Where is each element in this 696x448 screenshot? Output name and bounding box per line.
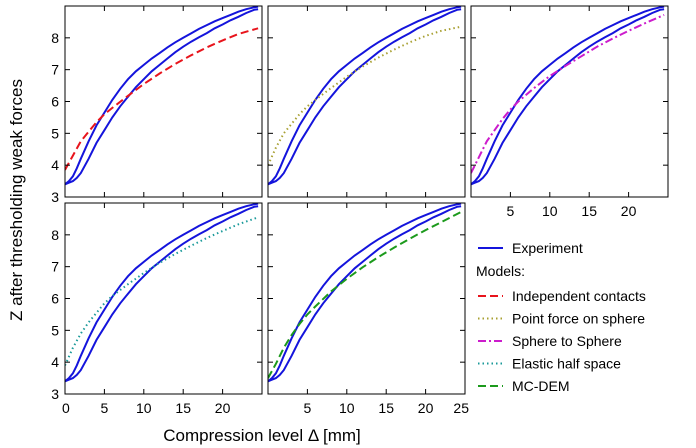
x-tick-label: 15 bbox=[581, 203, 597, 219]
y-tick-label: 4 bbox=[51, 157, 59, 173]
panel-top-left: 3 4 5 6 7 8 bbox=[51, 6, 262, 205]
plot-frame bbox=[65, 203, 262, 394]
legend: Experiment Models: Independent contacts P… bbox=[476, 240, 646, 394]
panels: 3 4 5 6 7 8 5 10 15 20 3 4 5 6 7 8 0 5 10 15 20 5 10 15 20 25 bbox=[51, 6, 668, 416]
panel-bottom-middle: 5 10 15 20 25 bbox=[268, 203, 469, 416]
panel-top-middle bbox=[268, 6, 465, 197]
y-tick-label: 3 bbox=[51, 189, 59, 205]
plot-frame bbox=[268, 6, 465, 197]
legend-label-experiment: Experiment bbox=[512, 240, 583, 256]
legend-label-2: Point force on sphere bbox=[512, 311, 645, 327]
x-tick-label: 10 bbox=[542, 203, 558, 219]
x-tick-label: 5 bbox=[101, 400, 109, 416]
y-tick-label: 7 bbox=[51, 62, 59, 78]
legend-model-items: Independent contacts Point force on spher… bbox=[478, 288, 646, 394]
y-tick-label: 6 bbox=[51, 291, 59, 307]
y-tick-label: 6 bbox=[51, 94, 59, 110]
plot-frame bbox=[65, 6, 262, 197]
legend-label-5: MC-DEM bbox=[512, 378, 570, 394]
panel-top-right: 5 10 15 20 bbox=[471, 6, 668, 219]
legend-models-heading: Models: bbox=[476, 263, 525, 279]
y-tick-label: 7 bbox=[51, 259, 59, 275]
x-tick-label: 25 bbox=[453, 400, 469, 416]
experiment-curve-1 bbox=[268, 9, 461, 184]
x-tick-label: 20 bbox=[621, 203, 637, 219]
x-axis-title: Compression level Δ [mm] bbox=[163, 426, 360, 445]
experiment-curve-1 bbox=[65, 206, 258, 381]
x-tick-label: 20 bbox=[418, 400, 434, 416]
model-curve bbox=[268, 27, 461, 166]
x-tick-label: 5 bbox=[507, 203, 515, 219]
experiment-curve-1 bbox=[471, 9, 664, 184]
experiment-curve-2 bbox=[268, 204, 461, 382]
y-tick-label: 8 bbox=[51, 30, 59, 46]
y-tick-label: 5 bbox=[51, 322, 59, 338]
x-tick-label: 5 bbox=[304, 400, 312, 416]
y-tick-label: 4 bbox=[51, 354, 59, 370]
experiment-curve-1 bbox=[65, 9, 258, 184]
legend-label-4: Elastic half space bbox=[512, 356, 621, 372]
y-axis-title: Z after thresholding weak forces bbox=[7, 79, 26, 321]
experiment-curve-2 bbox=[65, 7, 258, 185]
experiment-curve-1 bbox=[268, 206, 461, 381]
panel-bottom-left: 3 4 5 6 7 8 0 5 10 15 20 bbox=[51, 203, 262, 416]
x-tick-label: 20 bbox=[215, 400, 231, 416]
y-tick-label: 8 bbox=[51, 227, 59, 243]
x-tick-label: 10 bbox=[339, 400, 355, 416]
experiment-curve-2 bbox=[65, 204, 258, 382]
plot-frame bbox=[268, 203, 465, 394]
x-tick-label: 10 bbox=[136, 400, 152, 416]
y-tick-label: 5 bbox=[51, 125, 59, 141]
legend-label-3: Sphere to Sphere bbox=[512, 333, 622, 349]
x-tick-label: 0 bbox=[62, 400, 70, 416]
legend-label-1: Independent contacts bbox=[512, 288, 646, 304]
x-tick-label: 15 bbox=[175, 400, 191, 416]
y-tick-label: 3 bbox=[51, 386, 59, 402]
model-curve bbox=[268, 212, 461, 378]
plot-frame bbox=[471, 6, 668, 197]
experiment-curve-2 bbox=[471, 7, 664, 185]
x-tick-label: 15 bbox=[378, 400, 394, 416]
